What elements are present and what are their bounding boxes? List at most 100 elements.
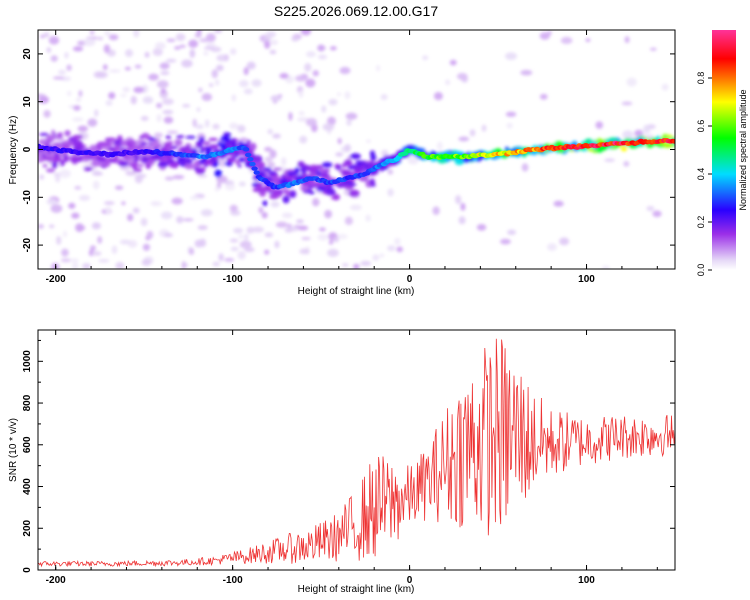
noise-blob (156, 114, 162, 123)
noise-blob (105, 100, 113, 106)
noise-blob (225, 183, 236, 191)
noise-blob (40, 34, 45, 39)
colorbar-tick-label: 0.0 (696, 264, 706, 277)
noise-blob (75, 97, 82, 103)
spectral-blob (237, 164, 242, 168)
ridge-cell (251, 166, 258, 171)
noise-blob (46, 198, 58, 206)
spectral-blob (235, 159, 241, 166)
noise-blob (376, 64, 381, 72)
noise-blob (288, 111, 293, 121)
noise-blob (60, 258, 72, 263)
noise-blob (127, 213, 134, 222)
noise-blob (229, 48, 237, 55)
noise-blob (115, 261, 125, 269)
noise-blob (476, 223, 487, 231)
colorbar-tick-label: 0.2 (696, 216, 706, 229)
y-tick-label: 1000 (22, 350, 33, 373)
y-tick-label: 10 (22, 96, 33, 108)
spectral-blob (269, 193, 279, 200)
noise-blob (48, 35, 60, 45)
noise-blob (328, 240, 334, 245)
y-tick-label: -20 (22, 237, 33, 252)
noise-blob (422, 55, 429, 61)
colorbar-tick-label: 0.6 (696, 120, 706, 133)
noise-blob (194, 239, 203, 248)
noise-blob (263, 36, 272, 41)
noise-blob (624, 36, 630, 44)
noise-blob (322, 123, 335, 131)
noise-blob (296, 219, 304, 224)
noise-blob (305, 78, 316, 88)
noise-blob (98, 259, 110, 263)
spectral-blob (61, 140, 72, 145)
noise-blob (244, 247, 255, 253)
spectral-blob (184, 163, 195, 170)
noise-blob (381, 149, 389, 157)
noise-blob (203, 46, 215, 50)
spectral-blob (297, 161, 305, 168)
noise-blob (71, 262, 79, 269)
noise-blob (59, 169, 71, 179)
noise-blob (231, 94, 237, 102)
noise-blob (304, 63, 312, 72)
snr-frame (37, 329, 676, 571)
noise-blob (162, 109, 174, 115)
noise-blob (267, 128, 273, 135)
noise-blob (211, 69, 219, 79)
noise-blob (91, 251, 102, 256)
noise-blob (93, 71, 105, 79)
noise-blob (269, 49, 277, 55)
spectral-blob (321, 173, 327, 179)
noise-blob (132, 207, 140, 214)
noise-blob (48, 224, 55, 229)
noise-blob (521, 163, 529, 172)
noise-blob (433, 92, 443, 101)
noise-blob (237, 250, 246, 260)
spectral-blob (157, 161, 169, 168)
noise-blob (75, 223, 84, 233)
noise-blob (360, 261, 372, 266)
noise-blob (50, 204, 63, 213)
y-tick-label: 600 (22, 436, 33, 453)
noise-blob (380, 94, 388, 100)
noise-blob (111, 245, 118, 255)
spectral-blob (104, 162, 111, 167)
noise-blob (70, 258, 79, 263)
noise-blob (94, 109, 99, 117)
noise-blob (56, 235, 62, 245)
noise-blob (214, 186, 220, 192)
noise-blob (166, 130, 179, 134)
spectral-blob (185, 142, 192, 147)
noise-blob (229, 238, 239, 243)
noise-blob (243, 233, 249, 241)
spectral-blob (286, 171, 296, 177)
noise-blob (133, 30, 140, 38)
spectral-blob (54, 136, 64, 141)
noise-blob (432, 206, 440, 216)
noise-blob (353, 263, 360, 269)
noise-blob (150, 201, 163, 207)
spectral-blob (63, 157, 69, 163)
spectral-blob (91, 159, 97, 164)
noise-blob (103, 201, 115, 205)
noise-blob (270, 95, 282, 102)
noise-blob (505, 52, 518, 60)
noise-blob (652, 210, 662, 218)
spectral-blob (71, 156, 80, 163)
spectral-blob (349, 153, 361, 160)
noise-blob (336, 92, 341, 96)
spectral-blob (252, 187, 263, 193)
spectral-blob (303, 165, 312, 172)
spectral-blob (249, 142, 257, 151)
noise-blob (134, 64, 142, 69)
noise-blob (152, 48, 163, 57)
noise-blob (499, 238, 511, 245)
noise-blob (336, 233, 348, 240)
noise-blob (284, 227, 293, 233)
spectral-blob (53, 156, 62, 163)
spectral-blob (257, 162, 265, 167)
noise-blob (469, 129, 476, 137)
